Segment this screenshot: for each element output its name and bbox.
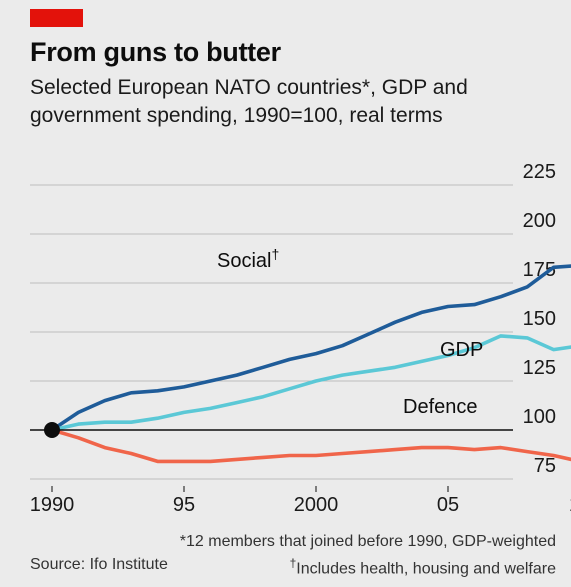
y-tick-label-75: 75 [534,455,556,477]
y-tick-label-175: 175 [523,259,556,281]
footnote-social-mark: † [289,556,297,570]
gridlines [30,184,513,480]
chart-title: From guns to butter [30,37,281,67]
y-tick-label-150: 150 [523,308,556,330]
footnote-members: *12 members that joined before 1990, GDP… [179,533,556,550]
x-tick-label-2000: 2000 [294,494,339,516]
x-tick-label-1990: 1990 [30,494,75,516]
x-axis-tick-labels: 19909520000510152023 [30,486,571,516]
x-tick-label-2010: 10 [569,494,571,516]
brand-tab [30,9,83,27]
y-tick-label-225: 225 [523,161,556,183]
series-lines [30,264,571,464]
series-label-mark: † [271,246,279,262]
x-tick-label-1995: 95 [173,494,195,516]
y-tick-label-125: 125 [523,357,556,379]
y-tick-label-200: 200 [523,210,556,232]
series-labels: Social† GDP Defence [217,246,483,418]
footnote-social-text: Includes health, housing and welfare [296,560,556,578]
chart-subtitle: Selected European NATO countries*, GDP a… [30,76,468,127]
source-note: Source: Ifo Institute [30,556,168,573]
y-axis-tick-labels: 75 100 125 150 175 200 225 [523,161,556,477]
y-tick-label-100: 100 [523,406,556,428]
series-label-defence: Defence [403,396,478,418]
series-line-gdp [50,334,571,432]
series-line-defence [50,428,571,464]
series-line-social [50,264,571,432]
x-tick-label-2005: 05 [437,494,459,516]
series-label-social: Social† [217,246,279,272]
footnote-social: †Includes health, housing and welfare [290,556,556,578]
series-label-gdp: GDP [440,339,483,361]
origin-dot [44,422,60,438]
